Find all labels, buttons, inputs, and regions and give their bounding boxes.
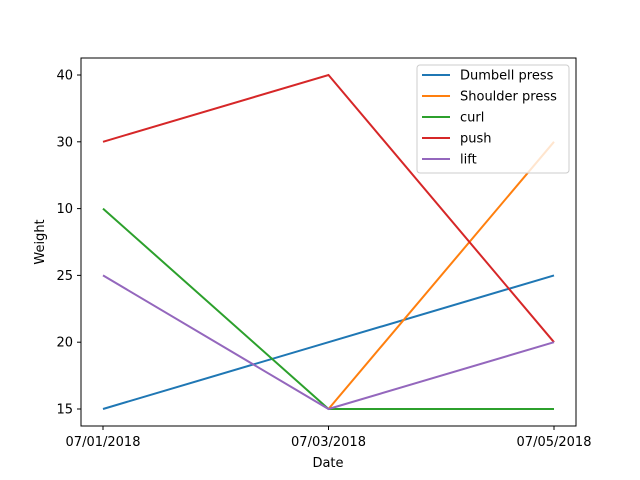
- x-tick-label: 07/05/2018: [517, 435, 592, 450]
- plot-marks: [102, 73, 555, 411]
- series-line-shoulder-press: [327, 141, 555, 410]
- x-tick-label: 07/01/2018: [66, 435, 141, 450]
- y-tick-label: 30: [56, 135, 73, 150]
- y-axis: 15 20 25 10 30 40: [56, 69, 81, 418]
- legend-label-dumbell-press: Dumbell press: [460, 69, 554, 84]
- x-axis: 07/01/2018 07/03/2018 07/05/2018: [66, 426, 592, 450]
- y-tick-label: 20: [56, 336, 73, 351]
- series-line-dumbell-press: [102, 274, 555, 410]
- legend-box: [416, 64, 570, 174]
- legend: Dumbell press Shoulder press curl push lift: [416, 64, 570, 174]
- y-tick-label: 15: [56, 403, 73, 418]
- legend-label-curl: curl: [460, 111, 484, 126]
- series-line-curl: [102, 207, 554, 410]
- series-line-lift: [102, 274, 555, 411]
- x-axis-label: Date: [312, 456, 343, 471]
- y-axis-label: Weight: [33, 219, 48, 264]
- x-tick-label: 07/03/2018: [291, 435, 366, 450]
- y-tick-label: 25: [56, 269, 73, 284]
- legend-label-push: push: [460, 132, 492, 147]
- series-line-push: [102, 73, 555, 343]
- legend-label-shoulder-press: Shoulder press: [460, 90, 557, 105]
- y-tick-label: 40: [56, 69, 73, 84]
- legend-label-lift: lift: [460, 153, 477, 168]
- y-tick-label: 10: [56, 202, 73, 217]
